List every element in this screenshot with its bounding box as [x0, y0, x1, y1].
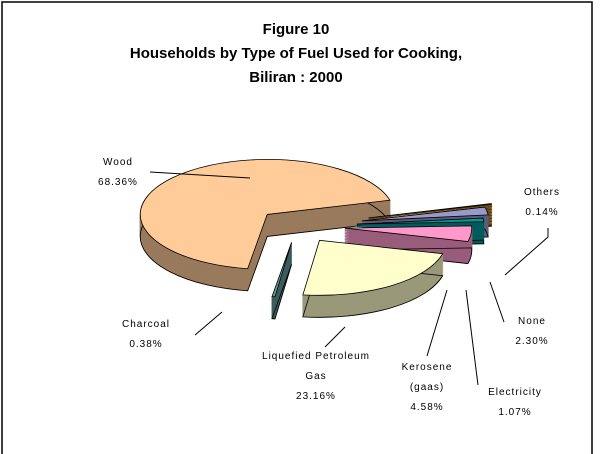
pie — [139, 159, 493, 320]
title-line: Figure 10 — [263, 21, 330, 38]
leader-line — [504, 228, 549, 276]
slice — [361, 206, 489, 222]
slice-label: Kerosene (gaas) 4.58% — [392, 358, 462, 418]
leader-line — [324, 326, 346, 348]
title-line: Households by Type of Fuel Used for Cook… — [130, 45, 462, 62]
value-label: 2.30% — [515, 336, 549, 347]
slice — [368, 203, 493, 219]
slice-edge — [361, 228, 489, 244]
category-label: None — [518, 316, 546, 327]
category-label: Electricity — [488, 387, 542, 398]
slice — [271, 242, 292, 298]
value-label: 4.58% — [410, 402, 444, 413]
value-label: 1.07% — [498, 407, 532, 418]
slice-label: Charcoal 0.38% — [106, 315, 186, 355]
slice — [356, 217, 485, 225]
slice-edge — [368, 225, 493, 241]
slice-label: Liquefied Petroleum Gas 23.16% — [261, 347, 371, 407]
frame — [1, 1, 593, 454]
category-label: Others — [523, 187, 560, 198]
slice-label: Wood 68.36% — [78, 153, 158, 193]
slice — [302, 239, 444, 296]
leader-line — [194, 311, 223, 336]
category-label: Liquefied Petroleum Gas — [262, 351, 370, 382]
leaders — [149, 171, 549, 386]
slice-label: None 2.30% — [502, 312, 562, 352]
leader-line — [489, 281, 505, 323]
category-label: Wood — [103, 157, 133, 168]
value-label: 0.14% — [525, 207, 559, 218]
leader-line — [426, 289, 448, 357]
slice-edge — [302, 261, 444, 318]
value-label: 23.16% — [296, 391, 336, 402]
slice-side — [368, 204, 493, 220]
leader-line — [149, 171, 251, 179]
slice-label: Electricity 1.07% — [470, 383, 560, 423]
slice-edge — [271, 264, 292, 320]
slice-label: Others 0.14% — [507, 183, 577, 223]
category-label: Kerosene (gaas) — [401, 362, 453, 393]
slice — [139, 159, 391, 270]
leader-line — [465, 289, 479, 386]
slice — [344, 225, 473, 242]
category-label: Charcoal — [121, 319, 171, 330]
slice-edge — [356, 239, 485, 247]
value-label: 0.38% — [129, 339, 163, 350]
value-label: 68.36% — [98, 177, 138, 188]
title-line: Biliran : 2000 — [249, 69, 342, 86]
slice-edge — [344, 247, 473, 264]
